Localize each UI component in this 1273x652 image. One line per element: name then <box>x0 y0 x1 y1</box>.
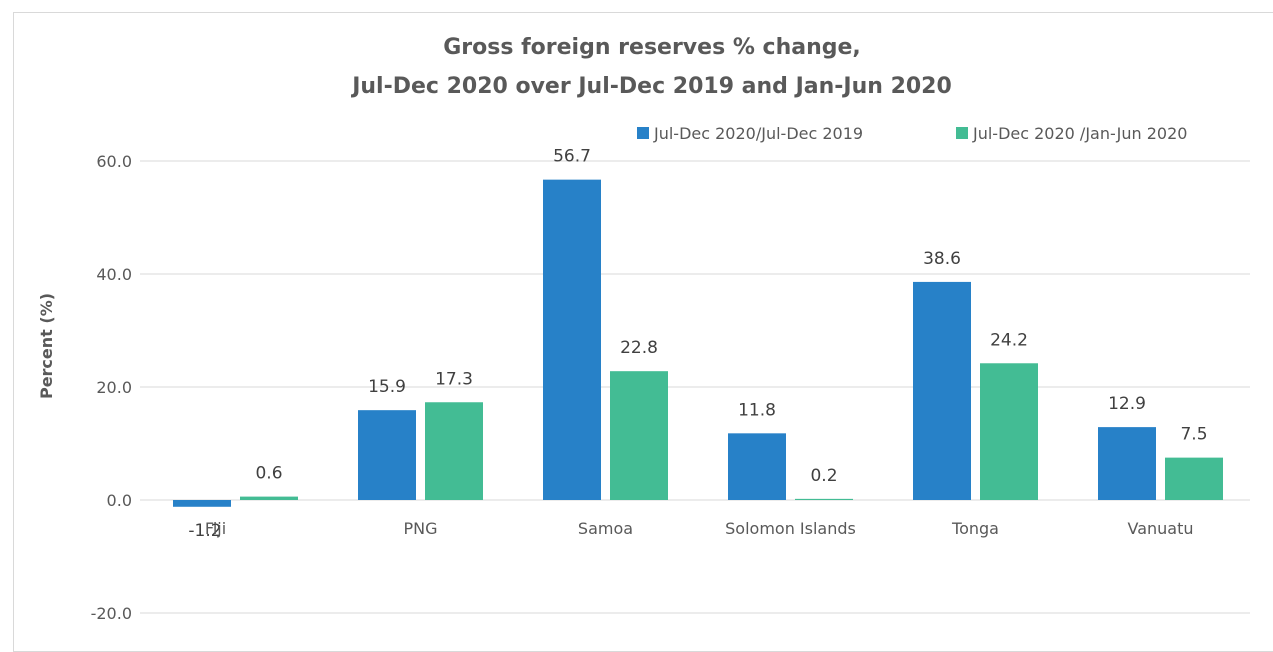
y-axis-label: Percent (%) <box>37 293 56 399</box>
data-label: 56.7 <box>553 147 591 167</box>
bars <box>173 179 1223 507</box>
y-tick-label: 60.0 <box>96 152 132 171</box>
category-label: Vanuatu <box>1127 519 1193 538</box>
bar <box>240 496 298 500</box>
bar <box>173 500 231 507</box>
legend-label: Jul-Dec 2020 /Jan-Jun 2020 <box>972 124 1187 143</box>
legend: Jul-Dec 2020/Jul-Dec 2019 Jul-Dec 2020 /J… <box>637 124 1187 143</box>
chart-title-line-1: Gross foreign reserves % change, <box>443 35 861 60</box>
bar <box>1165 457 1223 500</box>
bar <box>728 433 786 500</box>
bar <box>795 498 853 500</box>
data-label: 7.5 <box>1180 425 1207 445</box>
data-label: 15.9 <box>368 377 406 397</box>
data-label: -1.2 <box>188 521 221 541</box>
legend-label: Jul-Dec 2020/Jul-Dec 2019 <box>653 124 863 143</box>
x-axis-categories: Fiji PNG Samoa Solomon Islands Tonga Vanuatu <box>205 519 1194 538</box>
bar <box>980 363 1038 500</box>
data-label: 24.2 <box>990 330 1028 350</box>
bar <box>358 410 416 500</box>
y-tick-label: -20.0 <box>91 604 132 623</box>
bar <box>543 179 601 500</box>
bar <box>610 371 668 500</box>
category-label: Fiji <box>205 519 226 538</box>
data-label: 38.6 <box>923 249 961 269</box>
y-tick-label: 20.0 <box>96 378 132 397</box>
data-label: 17.3 <box>435 369 473 389</box>
data-label: 11.8 <box>738 400 776 420</box>
y-tick-label: 0.0 <box>107 491 132 510</box>
legend-swatch <box>956 127 968 139</box>
bar <box>425 402 483 500</box>
y-axis-ticks: 60.0 40.0 20.0 0.0 -20.0 <box>91 152 132 623</box>
category-label: PNG <box>403 519 437 538</box>
bar <box>1098 427 1156 500</box>
category-label: Samoa <box>578 519 633 538</box>
data-label: 0.2 <box>810 466 837 486</box>
data-label: 0.6 <box>255 464 282 484</box>
legend-swatch <box>637 127 649 139</box>
chart: Gross foreign reserves % change, Jul-Dec… <box>37 35 1250 623</box>
y-tick-label: 40.0 <box>96 265 132 284</box>
bar <box>913 281 971 500</box>
gridlines <box>140 160 1250 614</box>
chart-title-line-2: Jul-Dec 2020 over Jul-Dec 2019 and Jan-J… <box>350 74 952 99</box>
category-label: Tonga <box>951 519 999 538</box>
category-label: Solomon Islands <box>725 519 856 538</box>
data-label: 22.8 <box>620 338 658 358</box>
data-label: 12.9 <box>1108 394 1146 414</box>
data-labels: -1.2 0.6 15.9 17.3 56.7 22.8 11.8 0.2 38.6 24.2 12… <box>188 147 1207 541</box>
